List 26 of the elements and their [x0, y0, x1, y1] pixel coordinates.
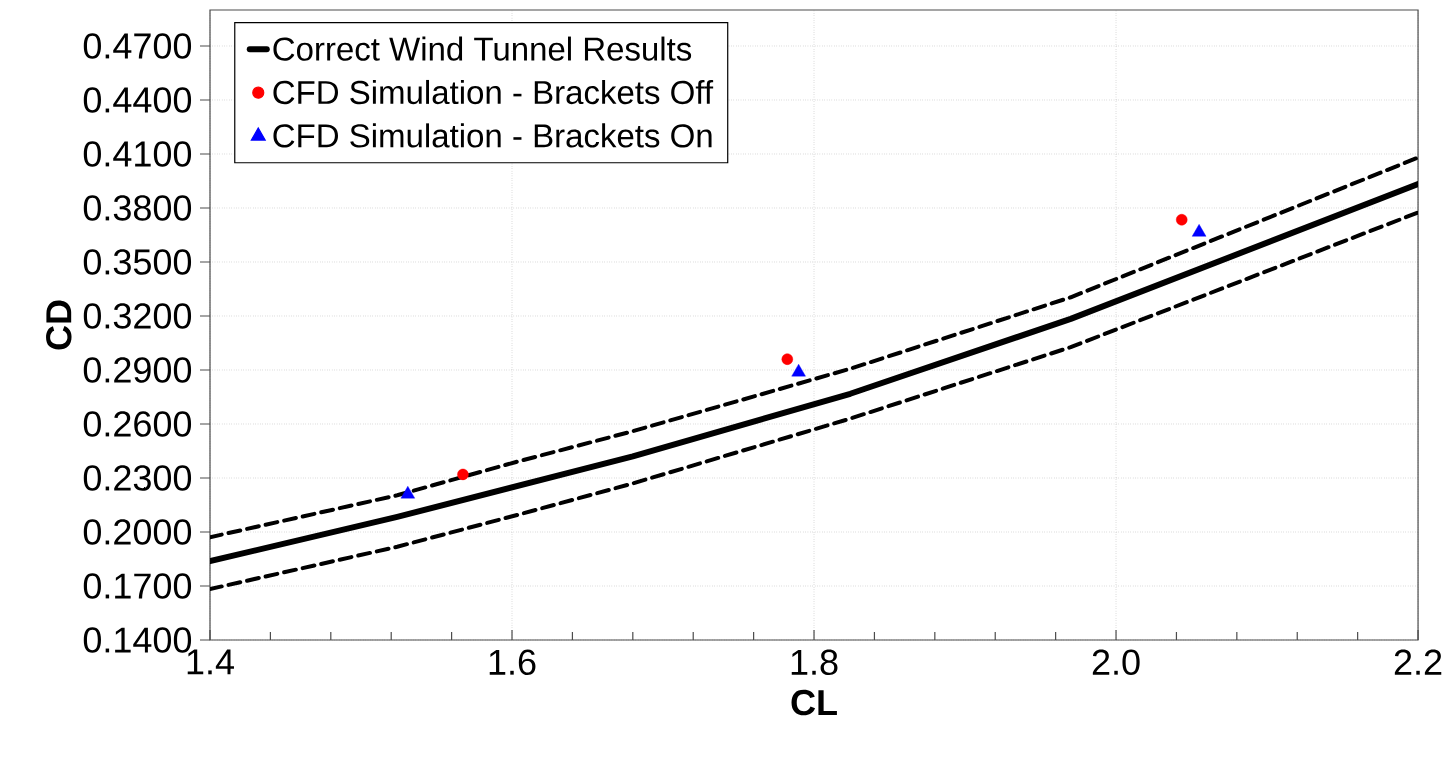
- y-tick-label: 0.2900: [83, 357, 192, 383]
- y-tick-label: 0.3800: [83, 195, 192, 221]
- point: [457, 468, 469, 481]
- point: [781, 353, 793, 365]
- legend-label: CFD Simulation - Brackets Off: [273, 79, 714, 105]
- x-axis-title: CL: [791, 689, 837, 716]
- legend-label: Correct Wind Tunnel Results: [273, 36, 692, 61]
- point: [400, 486, 415, 499]
- point: [1191, 224, 1207, 237]
- x-tick-label: 1.8: [791, 649, 838, 676]
- y-tick-label: 0.2300: [83, 465, 192, 491]
- point: [791, 363, 806, 377]
- y-tick-label: 0.4100: [83, 141, 192, 167]
- point: [1176, 214, 1188, 226]
- y-axis-title: CD: [46, 300, 72, 350]
- y-tick-label: 0.4700: [83, 33, 192, 59]
- x-tick-label: 2.0: [1092, 649, 1140, 676]
- x-tick-label: 1.6: [489, 649, 536, 676]
- y-tick-label: 0.1700: [83, 573, 192, 599]
- y-tick-label: 0.2000: [83, 519, 192, 545]
- y-tick-label: 0.3500: [83, 249, 192, 275]
- y-tick-label: 0.2600: [83, 411, 192, 437]
- x-tick-label: 2.2: [1394, 649, 1442, 675]
- legend-label: CFD Simulation - Brackets On: [273, 123, 712, 148]
- y-tick-label: 0.3200: [83, 303, 192, 329]
- y-tick-label: 0.4400: [83, 87, 192, 113]
